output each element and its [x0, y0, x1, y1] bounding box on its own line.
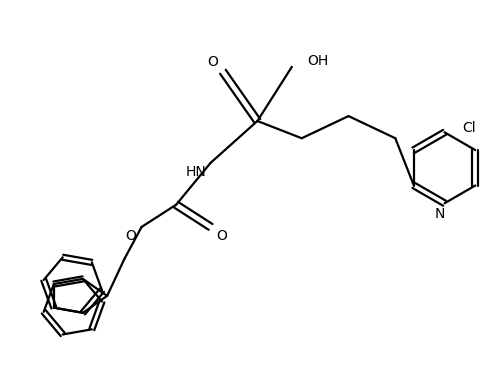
Text: O: O: [216, 229, 227, 243]
Text: OH: OH: [308, 54, 329, 68]
Text: HN: HN: [186, 165, 206, 179]
Text: Cl: Cl: [462, 122, 475, 135]
Text: O: O: [126, 229, 136, 243]
Text: O: O: [208, 55, 218, 69]
Text: N: N: [434, 207, 445, 221]
